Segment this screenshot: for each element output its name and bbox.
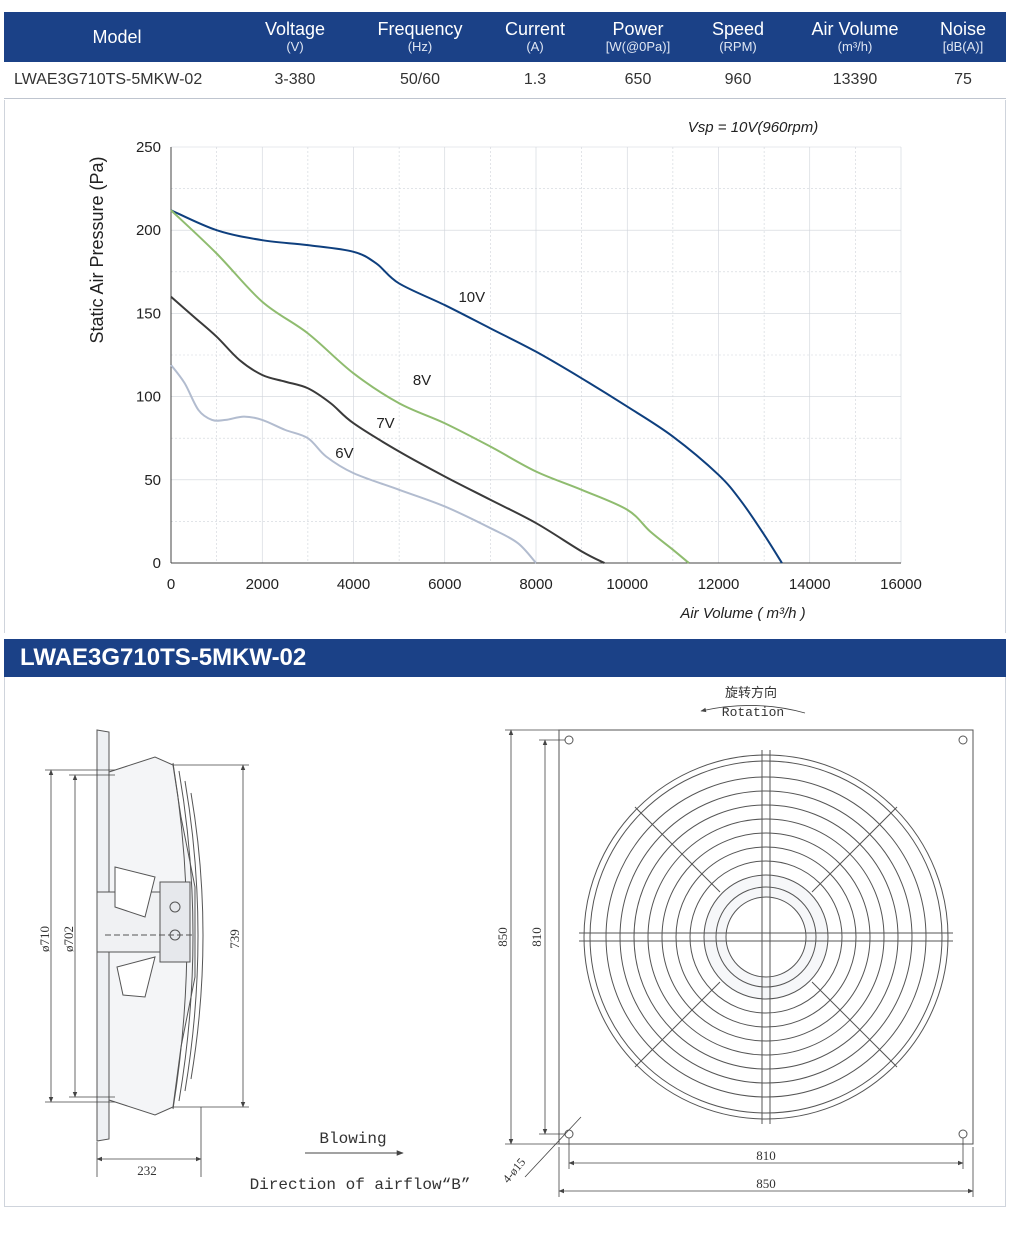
chart-x-axis-label: Air Volume ( m³/h ) bbox=[679, 605, 805, 622]
dim-hole-width-810: 810 bbox=[756, 1148, 776, 1163]
chart-annotation: Vsp = 10V(960rpm) bbox=[688, 119, 818, 136]
series-line-10v bbox=[170, 209, 783, 564]
y-tick-label: 200 bbox=[136, 222, 161, 239]
dim-plate-width-850: 850 bbox=[756, 1176, 776, 1191]
cell-speed: 960 bbox=[686, 62, 790, 99]
section-title: LWAE3G710TS-5MKW-02 bbox=[4, 639, 1006, 677]
dim-hole-height-810: 810 bbox=[529, 927, 544, 947]
dimension-drawings: ø710 ø702 739 232 Blowing Direction of a… bbox=[37, 685, 974, 1197]
x-tick-label: 16000 bbox=[880, 576, 922, 593]
header-model: Model bbox=[4, 12, 230, 62]
dim-diameter-702: ø702 bbox=[61, 926, 76, 952]
dim-mounting-holes: 4-ø15 bbox=[500, 1155, 529, 1185]
cell-frequency: 50/60 bbox=[360, 62, 480, 99]
series-line-7v bbox=[170, 296, 605, 564]
dim-height-739: 739 bbox=[227, 929, 242, 949]
chart-curve-labels: 10V 8V 7V 6V bbox=[335, 289, 485, 462]
curve-label-10v: 10V bbox=[458, 289, 485, 306]
header-current: Current (A) bbox=[480, 12, 590, 62]
airflow-direction-label: Direction of airflow“B” bbox=[250, 1176, 471, 1194]
cell-current: 1.3 bbox=[480, 62, 590, 99]
series-line-6v bbox=[170, 364, 537, 564]
header-frequency: Frequency (Hz) bbox=[360, 12, 480, 62]
x-tick-label: 12000 bbox=[698, 576, 740, 593]
table-row: LWAE3G710TS-5MKW-02 3-380 50/60 1.3 650 … bbox=[4, 62, 1006, 99]
x-tick-label: 10000 bbox=[606, 576, 648, 593]
blowing-label: Blowing bbox=[319, 1130, 386, 1148]
x-tick-label: 14000 bbox=[789, 576, 831, 593]
curve-label-6v: 6V bbox=[335, 445, 353, 462]
chart-grid bbox=[170, 146, 902, 564]
header-power: Power [W(@0Pa)] bbox=[590, 12, 686, 62]
spec-table: Model Voltage (V) Frequency (Hz) Current (A… bbox=[4, 12, 1006, 99]
x-tick-label: 0 bbox=[167, 576, 175, 593]
cell-power: 650 bbox=[590, 62, 686, 99]
chart-series bbox=[170, 209, 783, 564]
rotation-arrow bbox=[700, 705, 806, 714]
y-tick-label: 150 bbox=[136, 305, 161, 322]
drawing-panel: ø710 ø702 739 232 Blowing Direction of a… bbox=[4, 677, 1006, 1207]
chart-y-axis-label: Static Air Pressure (Pa) bbox=[87, 156, 107, 343]
dim-plate-height-850: 850 bbox=[495, 927, 510, 947]
x-tick-label: 4000 bbox=[337, 576, 370, 593]
x-tick-label: 6000 bbox=[428, 576, 461, 593]
spec-header-row: Model Voltage (V) Frequency (Hz) Current (A… bbox=[4, 12, 1006, 62]
chart-panel: 0 2000 4000 6000 8000 10000 12000 14000 16000 0 50… bbox=[4, 100, 1006, 633]
header-voltage: Voltage (V) bbox=[230, 12, 360, 62]
series-line-8v bbox=[170, 209, 690, 564]
cell-noise: 75 bbox=[920, 62, 1006, 99]
x-tick-label: 2000 bbox=[246, 576, 279, 593]
cell-air-volume: 13390 bbox=[790, 62, 920, 99]
y-tick-label: 250 bbox=[136, 139, 161, 156]
y-tick-label: 0 bbox=[153, 555, 161, 572]
dim-depth-232: 232 bbox=[137, 1163, 157, 1178]
x-tick-label: 8000 bbox=[519, 576, 552, 593]
header-air-volume: Air Volume (m³/h) bbox=[790, 12, 920, 62]
y-tick-label: 50 bbox=[144, 472, 161, 489]
curve-label-7v: 7V bbox=[376, 415, 394, 432]
dim-diameter-710: ø710 bbox=[37, 926, 52, 952]
rotation-label-en: Rotation bbox=[722, 705, 784, 720]
front-view-drawing bbox=[558, 729, 974, 1145]
y-tick-label: 100 bbox=[136, 389, 161, 406]
cell-model: LWAE3G710TS-5MKW-02 bbox=[4, 62, 230, 99]
cell-voltage: 3-380 bbox=[230, 62, 360, 99]
performance-chart: 0 2000 4000 6000 8000 10000 12000 14000 16000 0 50… bbox=[87, 119, 922, 622]
side-view-drawing bbox=[96, 729, 204, 1142]
rotation-label-cn: 旋转方向 bbox=[725, 685, 777, 700]
chart-ticks: 0 2000 4000 6000 8000 10000 12000 14000 16000 0 50… bbox=[136, 139, 922, 593]
curve-label-8v: 8V bbox=[413, 372, 431, 389]
side-view-dimensions bbox=[45, 764, 249, 1177]
header-speed: Speed (RPM) bbox=[686, 12, 790, 62]
front-view-dimensions bbox=[505, 729, 974, 1197]
header-noise: Noise [dB(A)] bbox=[920, 12, 1006, 62]
